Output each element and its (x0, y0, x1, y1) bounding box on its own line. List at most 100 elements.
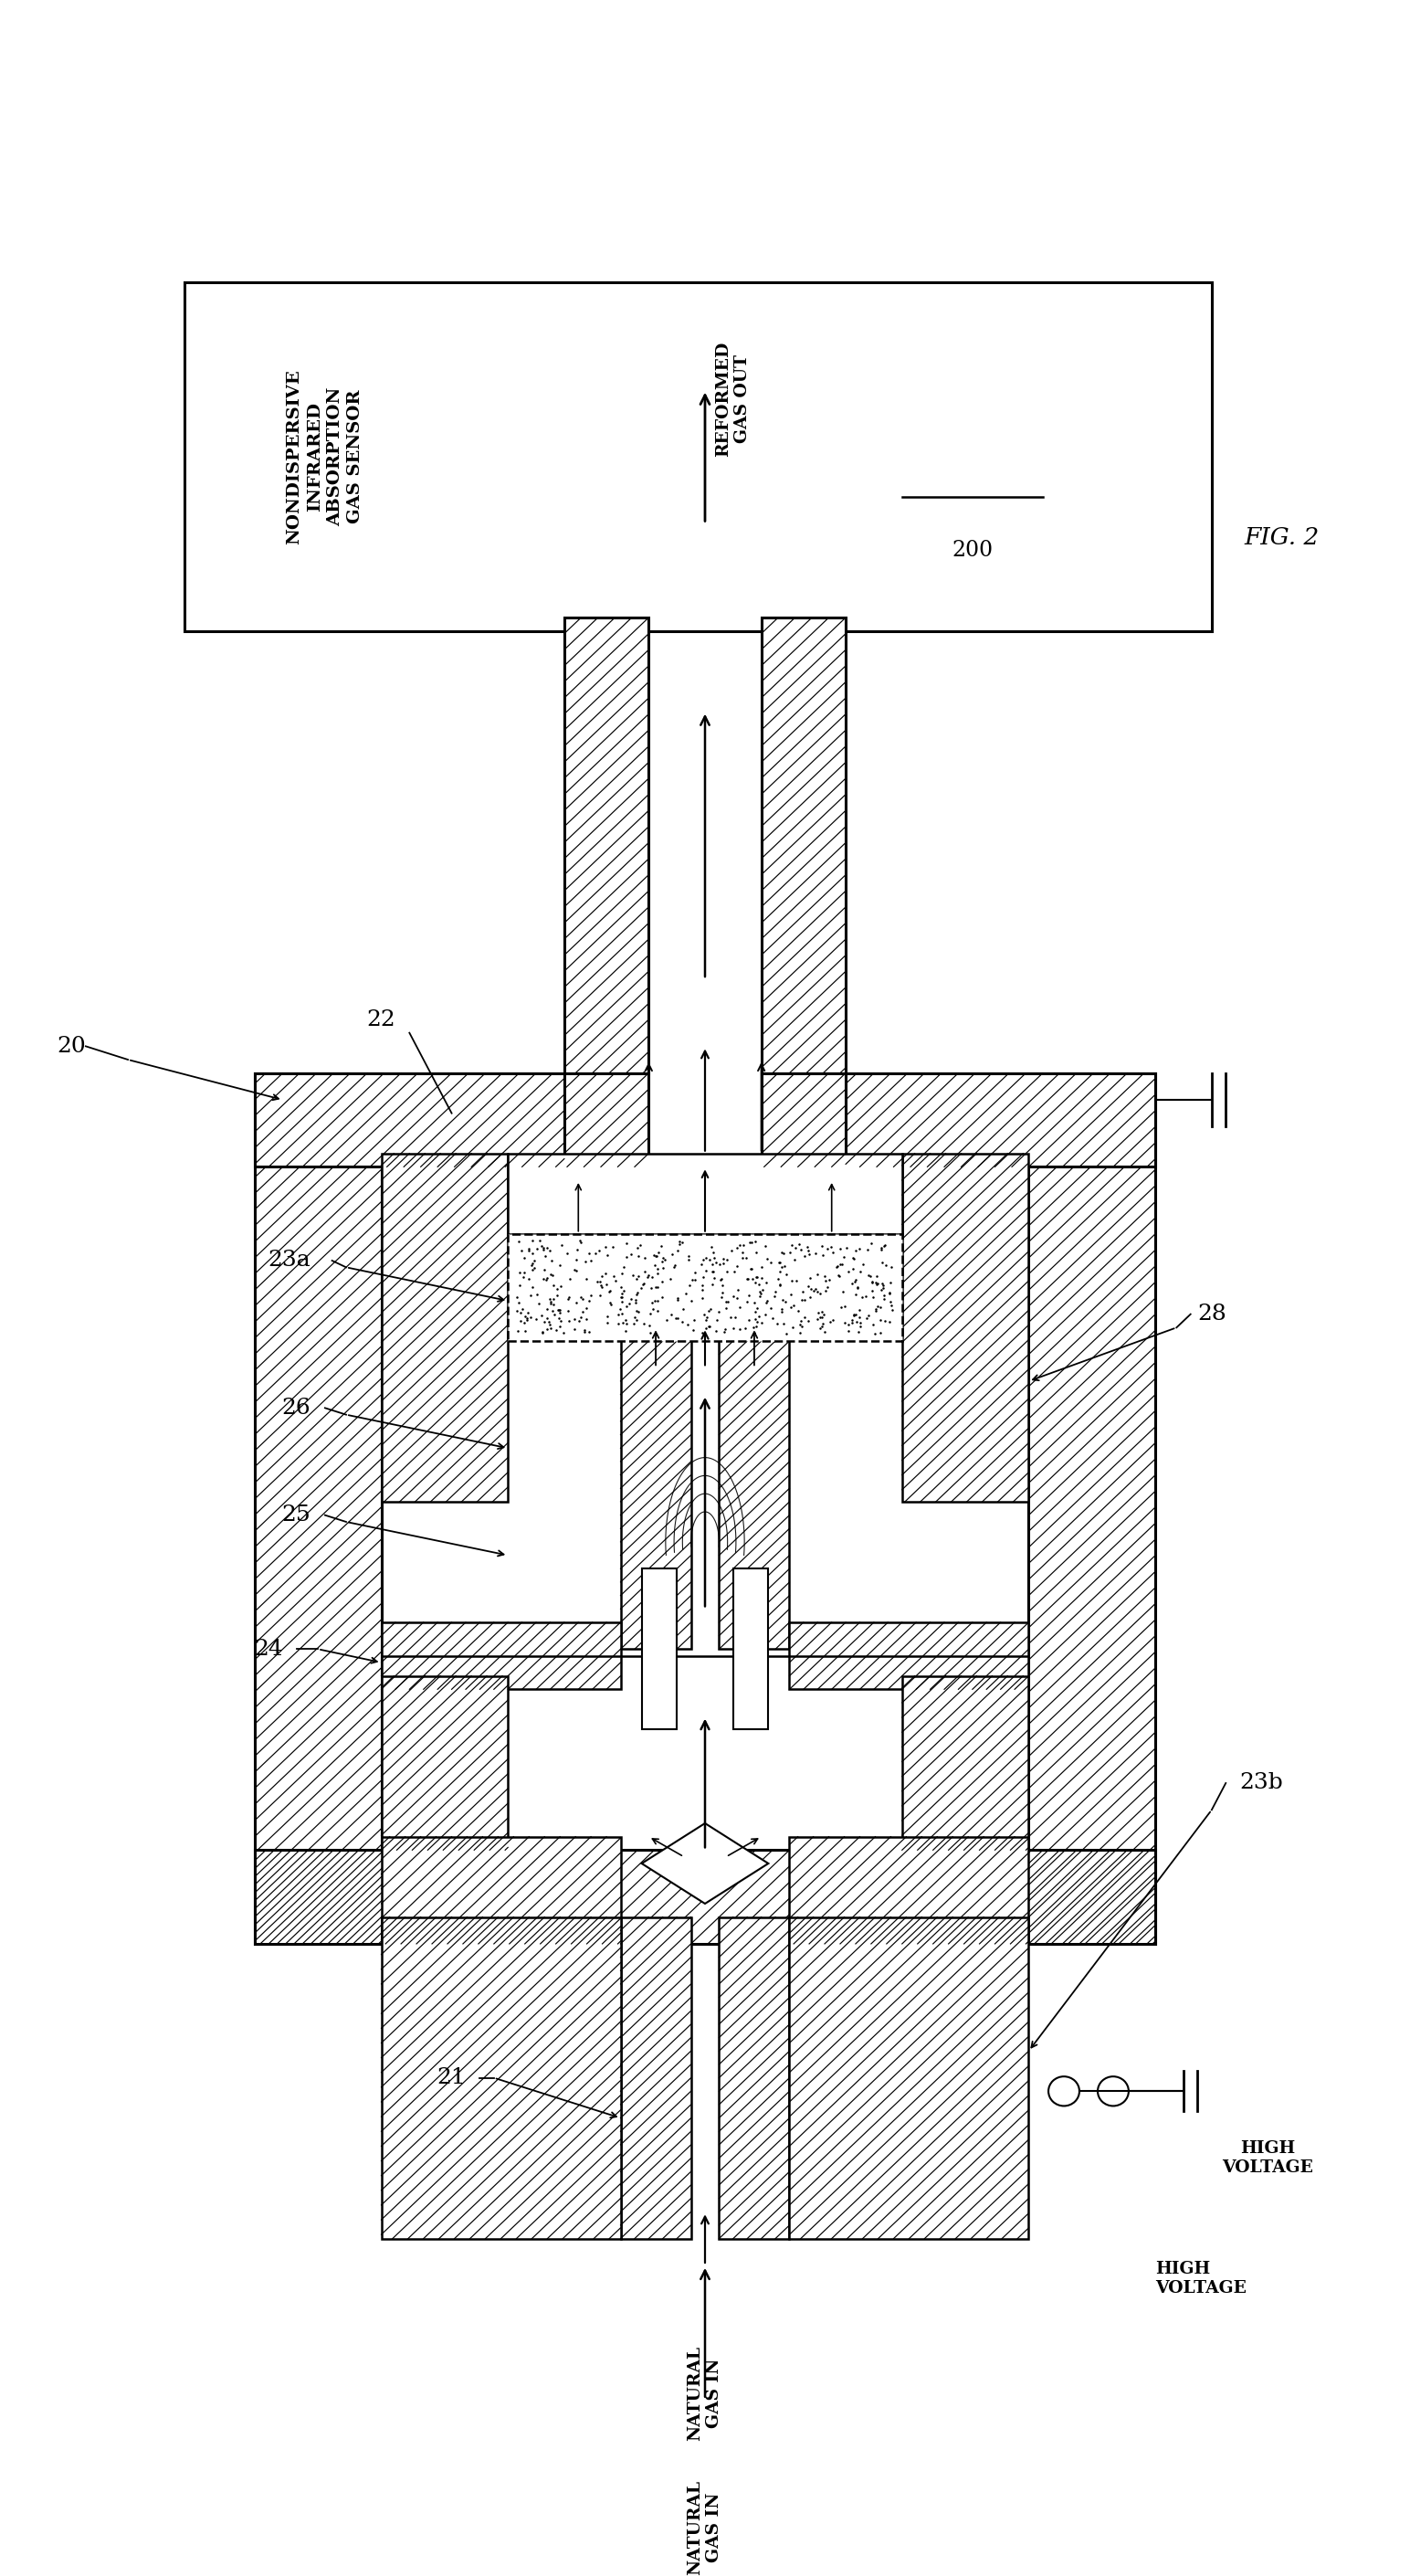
Point (746, 1257, 768, 1298)
Point (878, 1273, 901, 1314)
Point (508, 1221, 530, 1262)
Point (761, 1298, 784, 1340)
Point (838, 1303, 860, 1345)
Point (632, 1262, 654, 1303)
Bar (620, 1327, 691, 1649)
Point (699, 1226, 722, 1267)
Point (790, 1311, 812, 1352)
Point (650, 1262, 673, 1303)
Point (523, 1247, 546, 1288)
Point (653, 1239, 675, 1280)
Point (643, 1244, 666, 1285)
Point (515, 1298, 537, 1340)
Point (774, 1280, 797, 1321)
Point (768, 1265, 791, 1306)
Point (780, 1275, 802, 1316)
Point (517, 1229, 540, 1270)
Point (611, 1275, 633, 1316)
Point (802, 1270, 825, 1311)
Point (722, 1309, 744, 1350)
Bar (564, 618, 649, 1074)
Point (766, 1303, 788, 1345)
Point (550, 1265, 572, 1306)
Bar (255, 1074, 381, 1945)
Point (816, 1229, 839, 1270)
Point (568, 1221, 591, 1262)
Point (828, 1255, 850, 1296)
Point (845, 1229, 867, 1270)
Bar (790, 1623, 1029, 1690)
Point (537, 1301, 560, 1342)
Point (729, 1309, 752, 1350)
Point (575, 1288, 598, 1329)
Point (510, 1229, 533, 1270)
Point (840, 1262, 863, 1303)
Point (646, 1280, 668, 1321)
Point (818, 1260, 840, 1301)
Point (864, 1291, 887, 1332)
Point (626, 1275, 649, 1316)
Point (815, 1270, 838, 1311)
Bar (620, 1917, 691, 2239)
Point (797, 1265, 819, 1306)
Point (705, 1298, 728, 1340)
Point (715, 1239, 737, 1280)
Point (771, 1231, 794, 1273)
Point (692, 1257, 715, 1298)
Point (715, 1309, 737, 1350)
Point (625, 1257, 647, 1298)
Point (732, 1236, 754, 1278)
Point (809, 1296, 832, 1337)
Point (565, 1239, 588, 1280)
Point (640, 1257, 663, 1298)
Point (622, 1303, 644, 1345)
Point (509, 1252, 532, 1293)
Point (594, 1226, 616, 1267)
Point (759, 1242, 781, 1283)
Point (671, 1301, 694, 1342)
Point (678, 1265, 701, 1306)
Point (605, 1260, 627, 1301)
Point (712, 1311, 735, 1352)
Point (712, 1265, 735, 1306)
Point (753, 1226, 776, 1267)
Point (716, 1252, 739, 1293)
Point (770, 1288, 792, 1329)
Point (530, 1226, 553, 1267)
Point (781, 1224, 804, 1265)
Point (811, 1303, 833, 1345)
Point (640, 1267, 663, 1309)
Point (749, 1270, 771, 1311)
Point (792, 1296, 815, 1337)
Point (811, 1296, 833, 1337)
Point (871, 1267, 894, 1309)
Point (589, 1260, 612, 1301)
Point (708, 1291, 730, 1332)
Point (739, 1221, 761, 1262)
Point (509, 1301, 532, 1342)
Point (862, 1270, 884, 1311)
Point (651, 1247, 674, 1288)
Point (627, 1255, 650, 1296)
Point (615, 1224, 637, 1265)
Point (609, 1288, 632, 1329)
Point (658, 1257, 681, 1298)
Point (650, 1275, 673, 1316)
Point (833, 1285, 856, 1327)
Point (790, 1301, 812, 1342)
Point (695, 1296, 718, 1337)
Point (613, 1311, 636, 1352)
Text: NONDISPERSIVE
INFRARED
ABSORPTION
GAS SENSOR: NONDISPERSIVE INFRARED ABSORPTION GAS SE… (286, 368, 364, 544)
Point (804, 1267, 826, 1309)
Point (780, 1285, 802, 1327)
Point (691, 1265, 713, 1306)
Point (663, 1244, 685, 1285)
Point (871, 1262, 894, 1303)
Point (543, 1283, 565, 1324)
Point (532, 1257, 554, 1298)
Point (695, 1309, 718, 1350)
Point (699, 1288, 722, 1329)
Point (721, 1229, 743, 1270)
Point (570, 1296, 592, 1337)
Text: 23b: 23b (1239, 1772, 1283, 1793)
